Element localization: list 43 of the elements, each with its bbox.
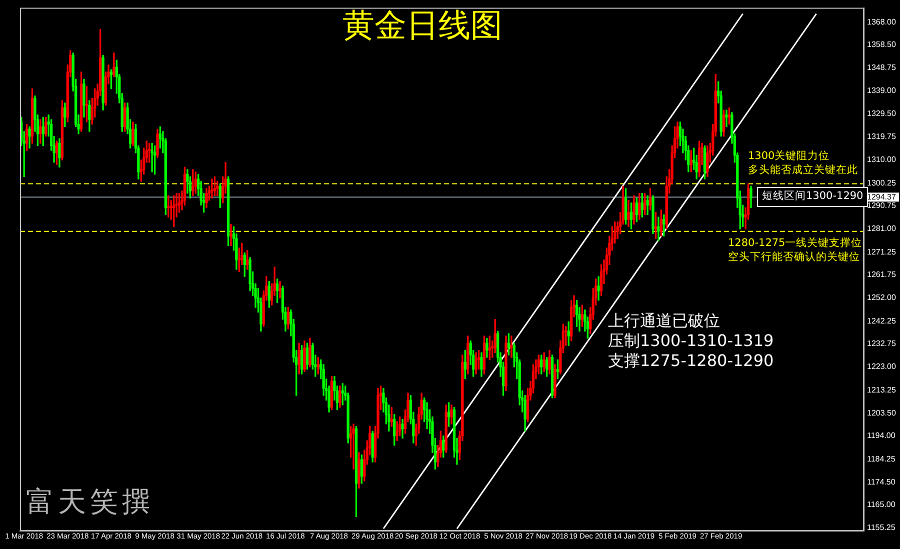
y-tick-label: 1300.25 xyxy=(867,178,896,188)
candlestick xyxy=(150,143,154,172)
ref-line-label: 1294.37 xyxy=(867,192,896,202)
y-tick-label: 1319.75 xyxy=(867,132,896,142)
annotation: 1300关键阻力位 xyxy=(748,150,830,163)
annotation: 富天笑撰 xyxy=(26,487,154,519)
y-tick-label: 1155.25 xyxy=(867,523,896,532)
candlestick xyxy=(510,336,513,358)
y-tick-label: 1203.50 xyxy=(867,408,896,418)
y-tick-label: 1310.00 xyxy=(867,155,896,164)
annotation: 短线区间1300-1290 xyxy=(757,187,868,207)
y-tick-label: 1174.50 xyxy=(867,477,896,486)
annotation: 多头能否成立关键在此 xyxy=(748,164,858,177)
candlestick xyxy=(657,216,660,242)
annotation: 压制1300-1310-1319 xyxy=(608,331,774,350)
chart-title: 黄金日线图 xyxy=(342,6,504,44)
annotation: 上行通道已破位 xyxy=(608,311,720,330)
y-tick-label: 1290.75 xyxy=(867,200,896,210)
y-tick-label: 1368.00 xyxy=(867,17,896,26)
y-tick-label: 1281.00 xyxy=(867,224,896,234)
y-tick-label: 1261.75 xyxy=(867,270,896,279)
candlestick xyxy=(725,110,728,128)
y-tick-label: 1223.00 xyxy=(867,362,896,372)
annotation: 空头下行能否确认的关键位 xyxy=(728,251,860,264)
candlestick xyxy=(230,224,232,246)
y-tick-label: 1242.25 xyxy=(867,316,896,326)
y-tick-label: 1194.00 xyxy=(867,431,896,440)
candlestick xyxy=(352,424,355,470)
y-tick-label: 1329.50 xyxy=(867,108,896,118)
y-tick-label: 1348.75 xyxy=(867,63,896,72)
candlestick xyxy=(278,280,282,298)
y-tick-label: 1165.00 xyxy=(867,500,896,510)
y-tick-label: 1252.00 xyxy=(867,293,896,302)
y-tick-label: 1184.25 xyxy=(867,454,896,464)
annotation: 1280-1275一线关键支撑位 xyxy=(728,237,862,250)
y-tick-label: 1271.25 xyxy=(867,247,896,256)
annotation: 支撑1275-1280-1290 xyxy=(608,351,774,370)
y-tick-label: 1358.50 xyxy=(867,40,896,49)
candlestick xyxy=(210,178,214,198)
y-tick-label: 1213.25 xyxy=(867,385,896,394)
y-tick-label: 1232.75 xyxy=(867,338,896,348)
y-tick-label: 1339.00 xyxy=(867,86,896,96)
candlestick xyxy=(597,276,600,301)
